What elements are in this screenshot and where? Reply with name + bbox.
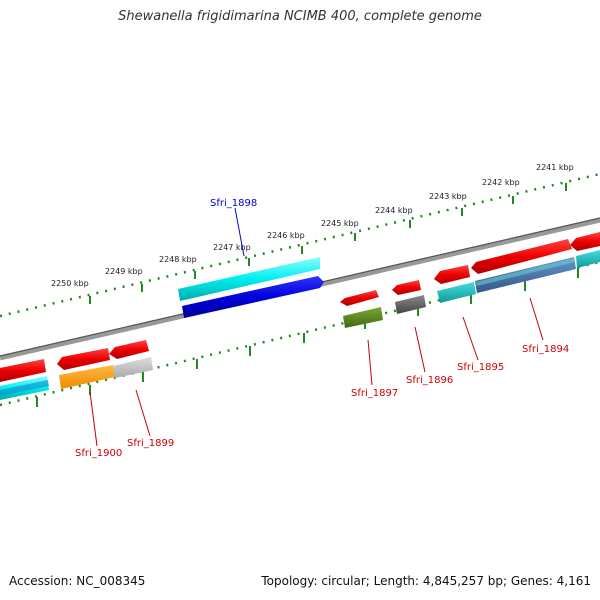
- gene-sfri-1898[interactable]: [178, 257, 324, 318]
- label-line-sfri-1896: [414, 326, 426, 373]
- scale-label-2250: 2250 kbp: [51, 279, 89, 288]
- scale-label-2245: 2245 kbp: [321, 219, 359, 228]
- label-line-sfri-1900: [89, 391, 98, 447]
- gene-label-sfri-1896[interactable]: Sfri_1896: [406, 375, 453, 386]
- scale-label-2246: 2246 kbp: [267, 231, 305, 240]
- gene-sfri-1894[interactable]: [471, 239, 576, 293]
- label-line-sfri-1897: [367, 339, 373, 386]
- label-line-sfri-1898: [234, 207, 245, 257]
- gene-label-sfri-1899[interactable]: Sfri_1899: [127, 438, 174, 449]
- gene-edge-left[interactable]: [0, 359, 49, 400]
- gene-label-sfri-1895[interactable]: Sfri_1895: [457, 362, 504, 373]
- scale-label-2247: 2247 kbp: [213, 243, 251, 252]
- scale-label-2242: 2242 kbp: [482, 178, 520, 187]
- gene-label-sfri-1894[interactable]: Sfri_1894: [522, 344, 569, 355]
- gene-sfri-1896[interactable]: [392, 280, 426, 314]
- scale-label-2243: 2243 kbp: [429, 192, 467, 201]
- label-line-sfri-1895: [462, 316, 479, 361]
- map-title: Shewanella frigidimarina NCIMB 400, comp…: [118, 9, 482, 24]
- outer-scale-major-ticks: [89, 183, 567, 304]
- scale-label-2249: 2249 kbp: [105, 267, 143, 276]
- gene-sfri-1897[interactable]: [340, 290, 383, 328]
- gene-sfri-1900[interactable]: [57, 348, 115, 389]
- outer-scale-dots: [0, 172, 600, 318]
- scale-label-2241: 2241 kbp: [536, 163, 574, 172]
- gene-label-sfri-1898[interactable]: Sfri_1898: [210, 198, 257, 209]
- gene-edge-right[interactable]: [570, 232, 600, 268]
- scale-label-2244: 2244 kbp: [375, 206, 413, 215]
- accession-text: Accession: NC_008345: [9, 574, 146, 588]
- gene-label-sfri-1900[interactable]: Sfri_1900: [75, 448, 122, 459]
- gene-sfri-1899[interactable]: [109, 340, 153, 378]
- label-line-sfri-1894: [529, 297, 544, 341]
- scale-label-2248: 2248 kbp: [159, 255, 197, 264]
- gene-label-sfri-1897[interactable]: Sfri_1897: [351, 388, 398, 399]
- label-line-sfri-1899: [135, 389, 151, 437]
- genome-summary-text: Topology: circular; Length: 4,845,257 bp…: [261, 574, 591, 588]
- gene-sfri-1895[interactable]: [434, 265, 476, 303]
